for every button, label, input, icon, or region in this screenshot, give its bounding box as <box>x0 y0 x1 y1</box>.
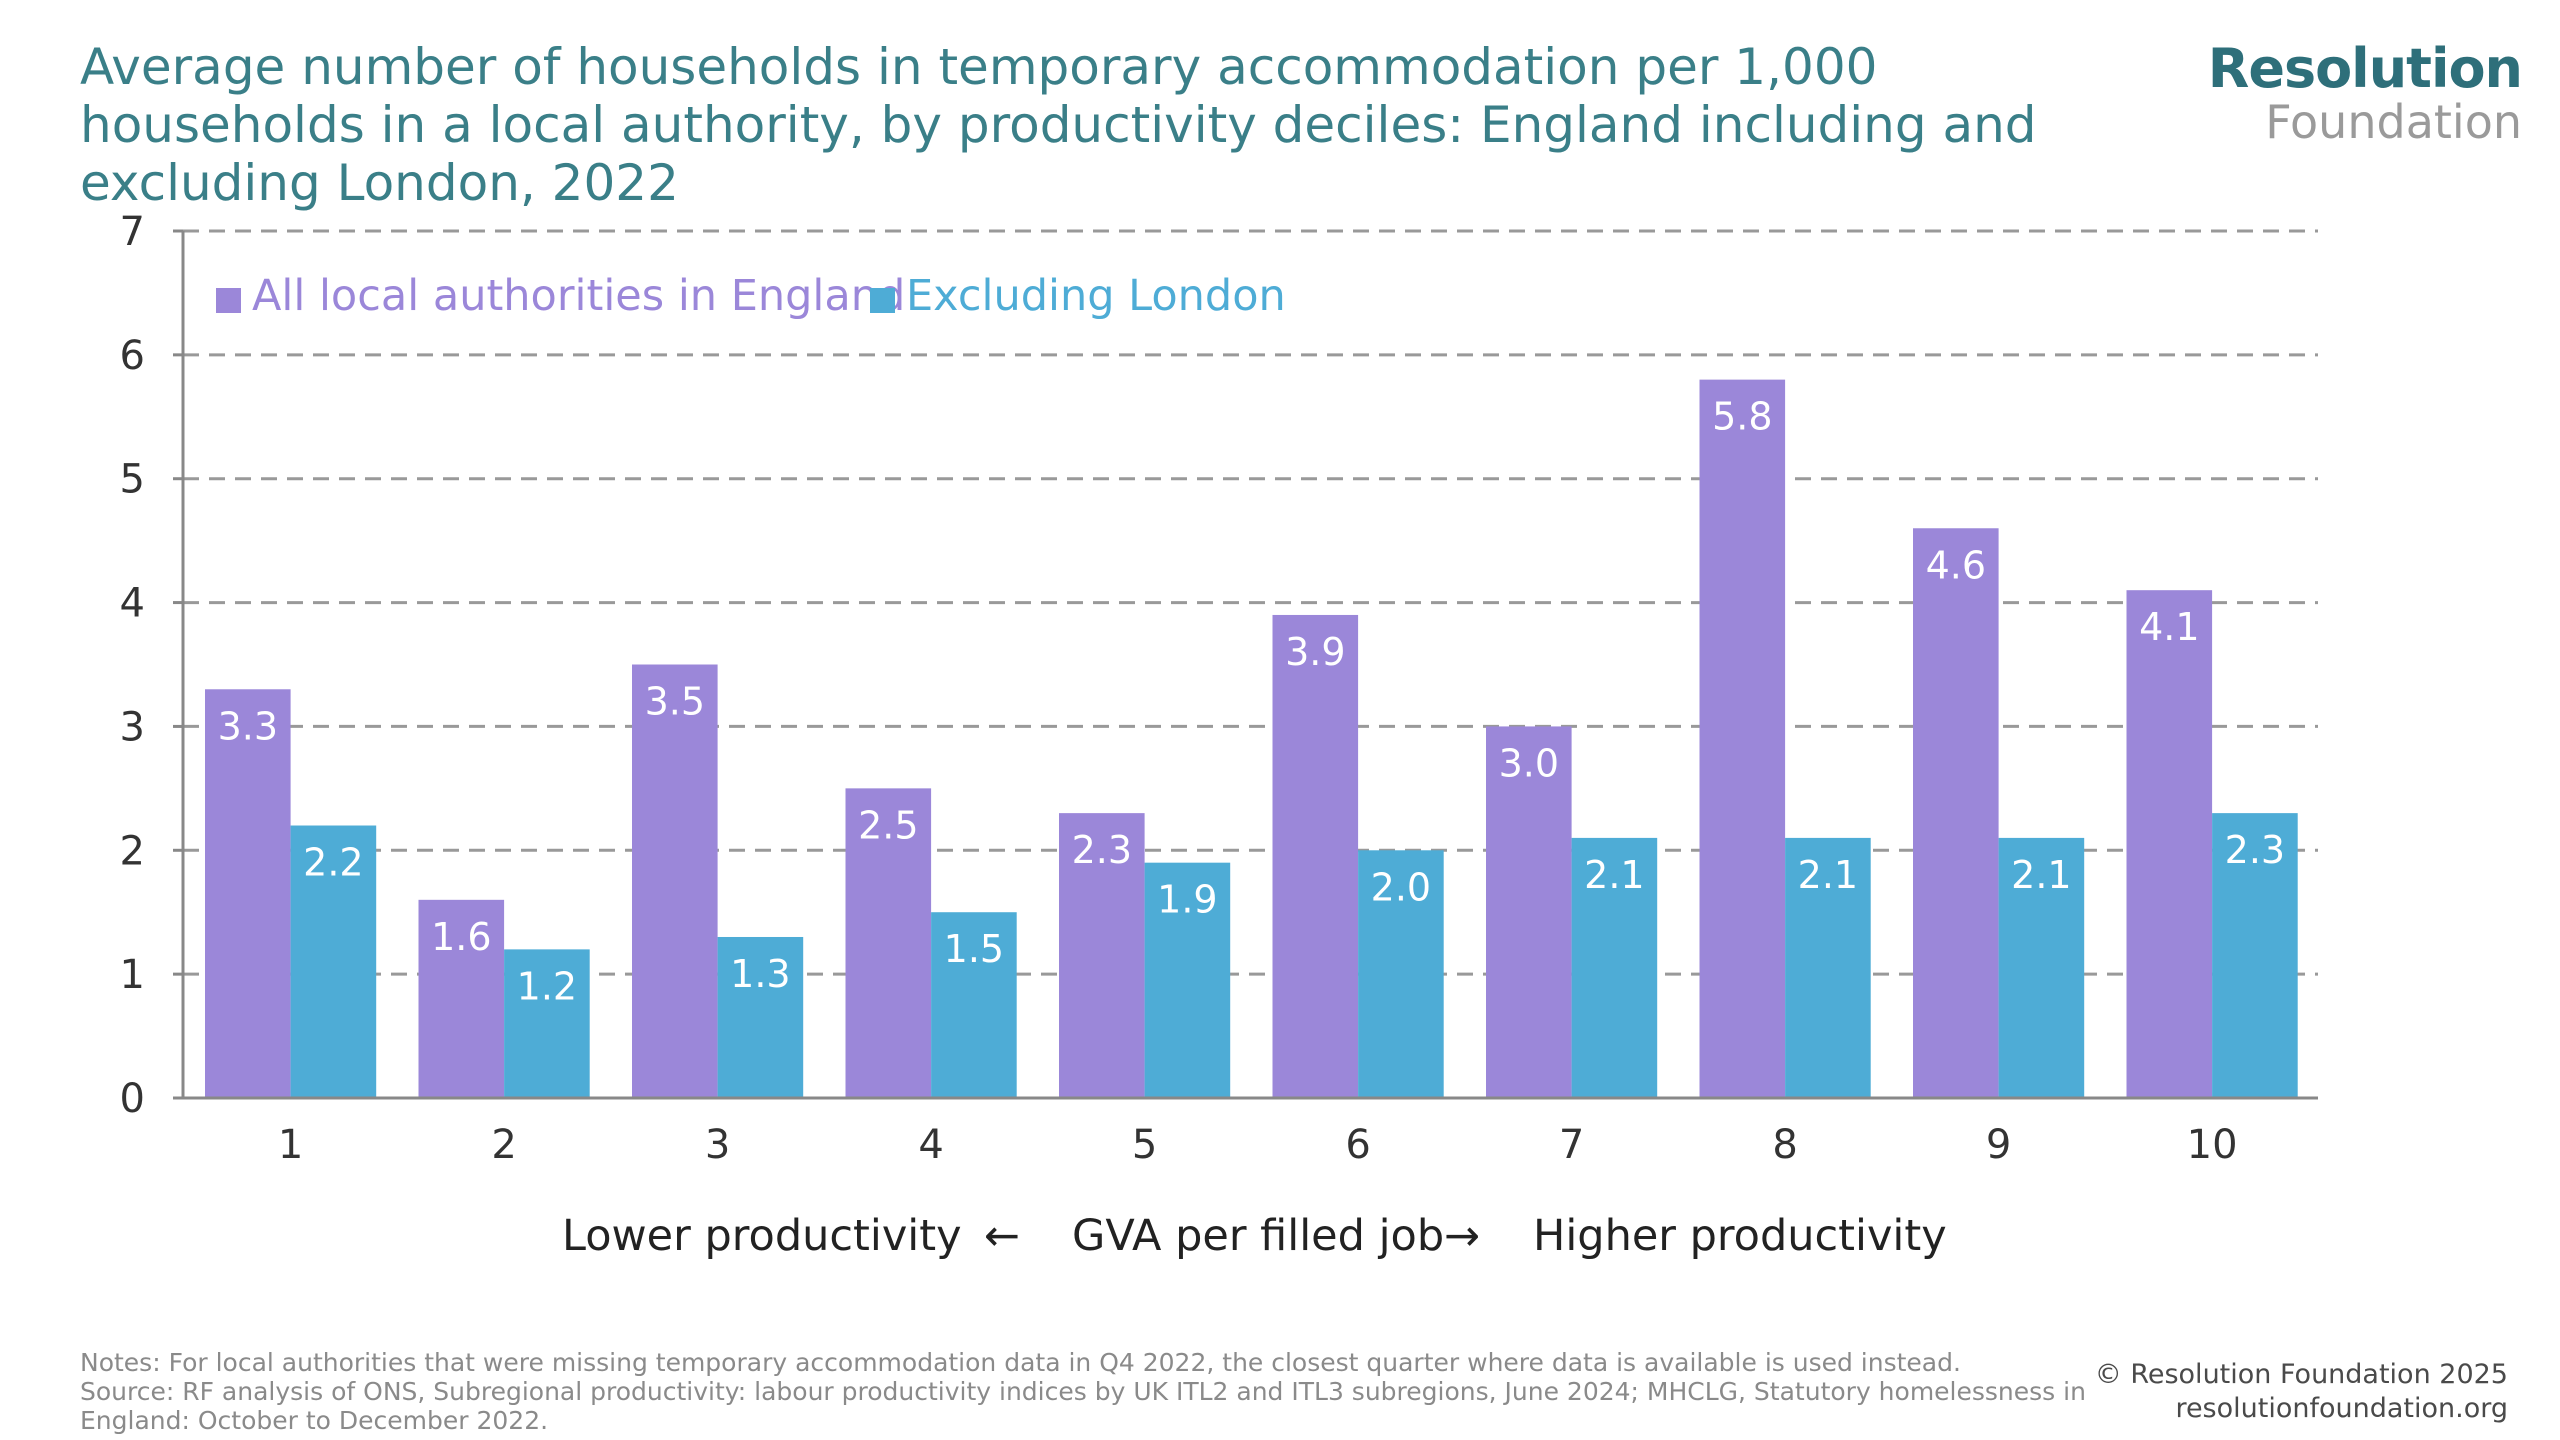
bar-excl-london-5 <box>1144 862 1231 1098</box>
x-tick-label: 8 <box>1772 1122 1797 1168</box>
x-tick-label: 2 <box>491 1122 516 1168</box>
bar-all-4 <box>845 788 932 1098</box>
x-tick-label: 5 <box>1132 1122 1157 1168</box>
logo-wordmark-bottom: Foundation <box>2265 95 2522 149</box>
bar-all-5 <box>1059 813 1145 1098</box>
bar-value-label: 3.5 <box>645 680 705 724</box>
legend-swatch <box>216 288 241 313</box>
bar-value-label: 3.0 <box>1499 741 1559 785</box>
bar-value-label: 2.1 <box>2011 853 2071 897</box>
bar-all-8 <box>1699 379 1786 1099</box>
bar-value-label: 2.1 <box>1798 853 1858 897</box>
bar-value-label: 1.5 <box>944 927 1004 971</box>
bar-value-label: 4.1 <box>2139 605 2199 649</box>
y-tick-label: 1 <box>120 952 145 998</box>
bar-all-2 <box>418 899 505 1098</box>
bar-excl-london-2 <box>504 949 590 1098</box>
resolution-foundation-logo: Resolution Foundation <box>2207 37 2523 149</box>
legend-label: Excluding London <box>906 271 1286 321</box>
x-axis-label-part: GVA per filled job <box>1072 1211 1444 1261</box>
x-axis-label-part: Lower productivity <box>562 1211 962 1261</box>
bars <box>205 379 2298 1099</box>
bar-all-9 <box>1913 528 1999 1098</box>
y-tick-label: 5 <box>120 457 145 503</box>
chart-notes: Notes: For local authorities that were m… <box>80 1348 1961 1377</box>
bar-value-label: 4.6 <box>1926 543 1986 587</box>
axes: 0 1 2 3 4 5 6 7 1 2 3 4 5 6 7 8 9 10 <box>120 209 2318 1168</box>
x-tick-label: 4 <box>918 1122 943 1168</box>
data-labels: 3.3 1.6 3.5 2.5 2.3 3.9 3.0 5.8 4.6 4.1 2.2 1.2 1.3 1… <box>218 395 2286 1009</box>
bar-value-label: 2.5 <box>858 803 918 847</box>
bar-excl-london-9 <box>1998 837 2085 1098</box>
bar-value-label: 5.8 <box>1712 395 1772 439</box>
bar-excl-london-3 <box>717 936 804 1098</box>
x-axis-label-part: Higher productivity <box>1533 1211 1947 1261</box>
bar-value-label: 3.9 <box>1285 630 1345 674</box>
bar-value-label: 2.3 <box>1072 828 1132 872</box>
y-tick-label: 3 <box>120 704 145 750</box>
x-tick-label: 7 <box>1559 1122 1584 1168</box>
x-axis-label-part: ← <box>984 1211 1020 1261</box>
bar-all-7 <box>1486 726 1572 1098</box>
bar-value-label: 2.1 <box>1584 853 1644 897</box>
copyright-text: © Resolution Foundation 2025 <box>2094 1359 2508 1390</box>
copyright-block: © Resolution Foundation 2025 resolutionf… <box>2095 1358 2508 1426</box>
y-tick-label: 4 <box>120 581 145 627</box>
bar-value-label: 1.9 <box>1157 878 1217 922</box>
bar-all-10 <box>2126 590 2213 1098</box>
bar-excl-london-7 <box>1571 837 1658 1098</box>
bar-excl-london-4 <box>931 912 1017 1098</box>
x-axis-label-part: → <box>1444 1211 1480 1261</box>
x-tick-label: 9 <box>1986 1122 2011 1168</box>
bar-excl-london-8 <box>1785 837 1871 1098</box>
y-tick-label: 0 <box>120 1076 145 1122</box>
bar-value-label: 2.0 <box>1371 865 1431 909</box>
legend: All local authorities in England Excludin… <box>216 271 1286 321</box>
x-axis-label: Lower productivity ← GVA per filled job → Hi… <box>562 1211 1947 1261</box>
bar-all-3 <box>632 664 718 1098</box>
x-tick-label: 3 <box>705 1122 730 1168</box>
bar-value-label: 2.2 <box>303 841 363 885</box>
bar-all-1 <box>205 689 291 1098</box>
x-tick-label: 6 <box>1345 1122 1370 1168</box>
bar-all-6 <box>1272 614 1359 1098</box>
logo-wordmark-top: Resolution <box>2207 37 2523 100</box>
bar-value-label: 3.3 <box>218 704 278 748</box>
legend-swatch <box>870 288 895 313</box>
bar-value-label: 1.3 <box>730 952 790 996</box>
chart-title: Average number of households in temporar… <box>80 38 2037 212</box>
bar-value-label: 1.6 <box>431 915 491 959</box>
x-tick-label: 1 <box>278 1122 303 1168</box>
legend-label: All local authorities in England <box>252 271 905 321</box>
chart-source: Source: RF analysis of ONS, Subregional … <box>80 1377 2086 1435</box>
y-tick-label: 2 <box>120 828 145 874</box>
bar-excl-london-6 <box>1358 850 1444 1098</box>
x-tick-label: 10 <box>2187 1122 2238 1168</box>
bar-excl-london-1 <box>290 825 377 1098</box>
y-tick-label: 7 <box>120 209 145 255</box>
bar-value-label: 2.3 <box>2225 828 2285 872</box>
bar-value-label: 1.2 <box>517 964 577 1008</box>
chart-footer: Notes: For local authorities that were m… <box>80 1348 2120 1435</box>
website-link[interactable]: resolutionfoundation.org <box>2175 1393 2508 1424</box>
bar-excl-london-10 <box>2212 813 2298 1098</box>
y-tick-label: 6 <box>120 333 145 379</box>
